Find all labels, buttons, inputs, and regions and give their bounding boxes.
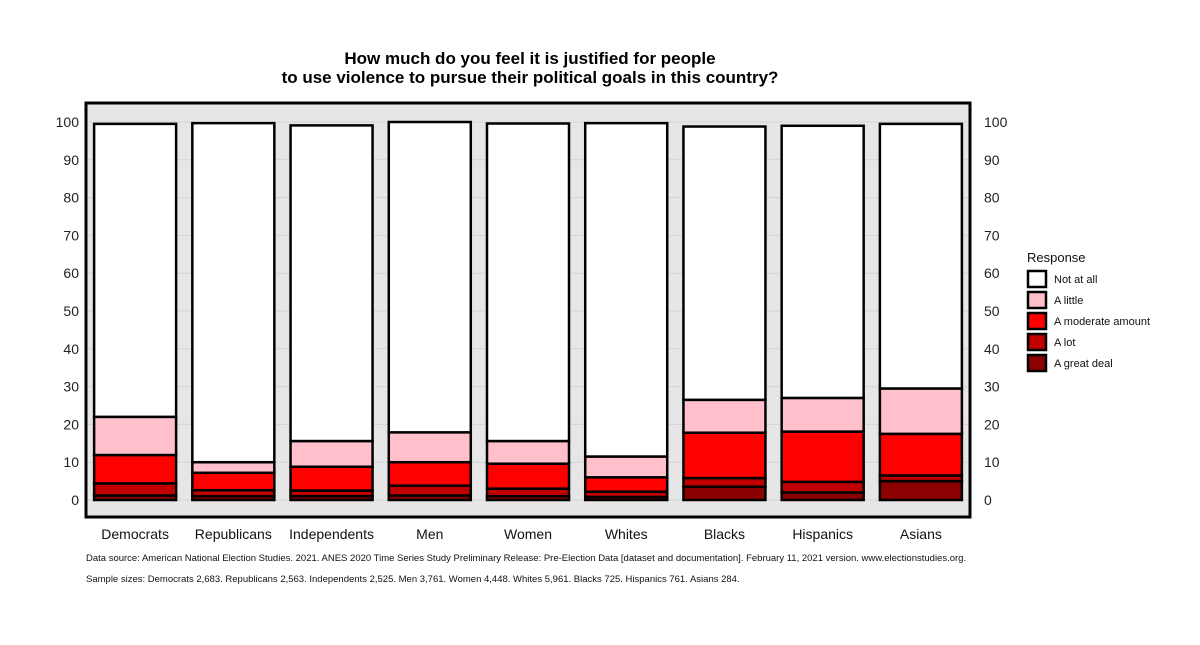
bar-segment-a-moderate-amount [191, 471, 276, 492]
legend-label: A great deal [1054, 358, 1113, 370]
bars [92, 120, 964, 502]
bar-republicans [191, 121, 276, 502]
bar-segment-a-moderate-amount [780, 430, 865, 484]
bar-men [387, 120, 473, 502]
legend-item-not-at-all: Not at all [1026, 269, 1097, 289]
legend-item-a-great-deal: A great deal [1026, 353, 1113, 373]
y-tick-right: 40 [984, 341, 1000, 357]
bar-segment-not-at-all [387, 120, 473, 434]
legend-item-a-moderate-amount: A moderate amount [1026, 311, 1150, 331]
x-tick-label: Republicans [195, 526, 272, 542]
y-tick-left: 90 [63, 152, 79, 168]
legend-swatch [1026, 353, 1048, 373]
bar-segment-a-moderate-amount [92, 453, 178, 485]
y-tick-left: 30 [63, 379, 79, 395]
y-tick-right: 90 [984, 152, 1000, 168]
bar-segment-not-at-all [191, 121, 276, 464]
x-tick-label: Men [416, 526, 443, 542]
bar-segment-a-moderate-amount [583, 476, 669, 493]
bar-segment-a-moderate-amount [878, 432, 964, 477]
legend-item-a-little: A little [1026, 290, 1083, 310]
bar-segment-a-little [92, 415, 178, 457]
y-tick-right: 30 [984, 379, 1000, 395]
bar-whites [583, 121, 669, 502]
bar-segment-a-little [878, 387, 964, 436]
bar-segment-not-at-all [878, 122, 964, 390]
bar-segment-a-little [387, 431, 473, 464]
y-tick-left: 0 [71, 492, 79, 508]
bar-segment-a-great-deal [682, 485, 767, 502]
bar-segment-not-at-all [780, 124, 865, 400]
chart-title-line-2: to use violence to pursue their politica… [282, 68, 779, 87]
y-tick-right: 20 [984, 416, 1000, 432]
bar-segment-a-little [682, 398, 767, 434]
legend-label: A moderate amount [1054, 316, 1150, 328]
x-tick-label: Whites [605, 526, 648, 542]
y-tick-left: 100 [56, 114, 80, 130]
bar-segment-a-moderate-amount [387, 460, 473, 487]
bar-women [485, 122, 571, 502]
y-tick-right: 80 [984, 190, 1000, 206]
x-tick-label: Blacks [704, 526, 745, 542]
legend-swatch [1026, 269, 1048, 289]
y-tick-right: 50 [984, 303, 1000, 319]
legend-label: A lot [1054, 337, 1075, 349]
legend-swatch [1026, 332, 1048, 352]
bar-segment-a-moderate-amount [682, 431, 767, 480]
y-axis-left: 0 10 20 30 40 50 60 70 80 90 100 [56, 114, 80, 508]
bar-segment-a-little [485, 439, 571, 465]
bar-segment-a-moderate-amount [485, 462, 571, 490]
bar-segment-a-lot [682, 476, 767, 489]
bar-segment-a-great-deal [878, 479, 964, 502]
legend-swatch [1026, 311, 1048, 331]
bar-segment-a-little [780, 396, 865, 433]
bar-segment-not-at-all [583, 121, 669, 458]
x-tick-label: Democrats [101, 526, 169, 542]
y-tick-right: 60 [984, 265, 1000, 281]
y-tick-left: 80 [63, 190, 79, 206]
bar-segment-a-lot [92, 482, 178, 497]
bar-democrats [92, 122, 178, 502]
bar-segment-a-little [583, 455, 669, 479]
x-tick-label: Hispanics [792, 526, 853, 542]
bar-segment-not-at-all [682, 125, 767, 402]
bar-blacks [682, 125, 767, 502]
x-axis: Democrats Republicans Independents Men Women… [101, 526, 942, 542]
bar-segment-a-lot [387, 484, 473, 497]
bar-asians [878, 122, 964, 502]
legend-label: A little [1054, 295, 1083, 307]
x-tick-label: Asians [900, 526, 942, 542]
x-tick-label: Women [504, 526, 552, 542]
bar-hispanics [780, 124, 865, 502]
sample-sizes-note: Sample sizes: Democrats 2,683. Republica… [86, 574, 740, 585]
x-tick-label: Independents [289, 526, 374, 542]
y-tick-left: 70 [63, 227, 79, 243]
y-tick-left: 40 [63, 341, 79, 357]
y-axis-right: 0 10 20 30 40 50 60 70 80 90 100 [984, 114, 1008, 508]
bar-segment-a-little [289, 439, 374, 468]
y-tick-left: 50 [63, 303, 79, 319]
bar-segment-a-moderate-amount [289, 465, 374, 492]
bar-independents [289, 124, 374, 502]
bar-segment-a-little [191, 460, 276, 475]
y-tick-left: 60 [63, 265, 79, 281]
y-tick-right: 100 [984, 114, 1008, 130]
legend-item-a-lot: A lot [1026, 332, 1075, 352]
bar-segment-not-at-all [485, 122, 571, 443]
y-tick-right: 0 [984, 492, 992, 508]
y-tick-right: 10 [984, 454, 1000, 470]
legend-swatch [1026, 290, 1048, 310]
y-tick-left: 10 [63, 454, 79, 470]
data-source-note: Data source: American National Election … [86, 553, 966, 564]
y-tick-left: 20 [63, 416, 79, 432]
legend: Not at all A little A moderate amount A lot… [1026, 269, 1150, 373]
chart-title-line-1: How much do you feel it is justified for… [344, 49, 715, 68]
legend-title: Response [1027, 250, 1086, 265]
legend-label: Not at all [1054, 274, 1097, 286]
bar-segment-a-lot [780, 480, 865, 494]
bar-segment-not-at-all [289, 124, 374, 443]
y-tick-right: 70 [984, 227, 1000, 243]
bar-segment-not-at-all [92, 122, 178, 419]
